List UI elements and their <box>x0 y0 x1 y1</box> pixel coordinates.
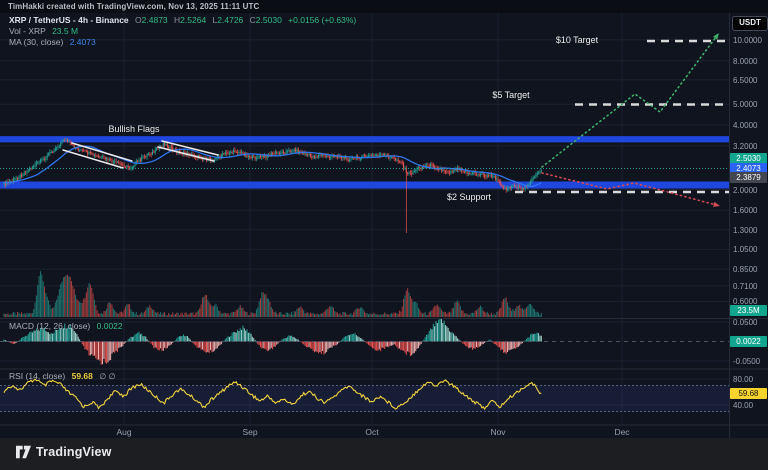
brand-name: TradingView <box>36 445 112 459</box>
rsi-zone <box>0 385 729 412</box>
volume-legend[interactable]: Vol - XRP 23.5 M <box>9 26 78 36</box>
macd-value: 0.0022 <box>96 321 123 331</box>
price-axis-label: 10.0000 <box>733 35 762 45</box>
rsi-legend[interactable]: RSI (14, close) 59.68 ∅ ∅ <box>9 371 115 381</box>
price-axis-label: 6.5000 <box>733 75 758 85</box>
time-axis-label: Aug <box>116 427 132 437</box>
price-axis-label: 1.6000 <box>733 206 758 216</box>
rsi-value: 59.68 <box>71 371 93 381</box>
open-label: O <box>135 15 142 25</box>
tradingview-logo[interactable]: TradingView <box>16 445 112 459</box>
price-axis-label: 4.0000 <box>733 121 758 131</box>
open-value: 2.4873 <box>141 15 168 25</box>
attribution-text: TimHakki created with TradingView.com, N… <box>8 2 260 11</box>
pane-separators <box>0 13 768 438</box>
price-axis-label: 8.0000 <box>733 56 758 66</box>
close-label: C <box>249 15 256 25</box>
ma-label: MA (30, close) <box>9 37 64 47</box>
ma-value: 2.4073 <box>69 37 96 47</box>
time-axis-label: Dec <box>614 427 630 437</box>
time-axis-label: Sep <box>242 427 258 437</box>
price-axis-label: 0.7100 <box>733 281 758 291</box>
change-value: +0.0156 (+0.63%) <box>288 15 357 25</box>
five-target-label[interactable]: $5 Target <box>492 90 530 100</box>
volume-bars <box>3 271 542 317</box>
price-axis-label: 0.8500 <box>733 265 758 275</box>
rsi-hidden-plots-icon: ∅ ∅ <box>99 372 116 381</box>
close-value: 2.5030 <box>255 15 282 25</box>
bearish-projection-line <box>541 172 721 207</box>
footer-bar <box>0 438 768 470</box>
support-resistance-bands <box>0 136 729 189</box>
currency-toggle-button[interactable]: USDT <box>732 16 768 31</box>
volume-label: Vol - XRP <box>9 26 46 36</box>
indicator-axis-label: 40.00 <box>733 401 754 410</box>
price-axis-label: 3.2000 <box>733 141 758 151</box>
ma-legend[interactable]: MA (30, close) 2.4073 <box>9 37 96 47</box>
macd-histogram <box>3 318 542 365</box>
rsi-label: RSI (14, close) <box>9 371 66 381</box>
price-axis-label: 1.0500 <box>733 245 758 255</box>
price-axis-label: 5.0000 <box>733 100 758 110</box>
indicator-axis-label: -0.0500 <box>733 357 761 366</box>
price-axis-label: 2.0000 <box>733 185 758 195</box>
high-label: H <box>174 15 181 25</box>
volume-badge: 23.5M <box>730 305 767 316</box>
low-value: 2.4726 <box>217 15 244 25</box>
bullish-flags-label[interactable]: Bullish Flags <box>108 124 160 134</box>
macd-badge: 0.0022 <box>730 336 767 347</box>
bull-flag-channels <box>62 140 219 169</box>
price-axis-label: 0.6000 <box>733 297 758 307</box>
bearish-projection-line-arrowhead <box>713 201 720 207</box>
prev-close-badge: 2.3879 <box>730 172 767 183</box>
indicator-axis-label: 80.00 <box>733 375 754 384</box>
price-axis-label: 1.3000 <box>733 225 758 235</box>
macd-legend[interactable]: MACD (12, 26, close) 0.0022 <box>9 321 123 331</box>
two-support-label[interactable]: $2 Support <box>446 192 492 202</box>
last-price-badge: 2.5030 <box>730 153 767 164</box>
rsi-badge: 59.68 <box>730 388 767 399</box>
time-axis-label: Nov <box>490 427 506 437</box>
volume-value: 23.5 M <box>52 26 79 36</box>
macd-label: MACD (12, 26, close) <box>9 321 91 331</box>
high-value: 2.5264 <box>180 15 207 25</box>
attribution-bar: TimHakki created with TradingView.com, N… <box>0 0 768 13</box>
bullish-projection-line-arrowhead <box>713 33 719 40</box>
ma-line <box>3 145 542 188</box>
target-level-lines <box>515 39 729 194</box>
low-label: L <box>212 15 218 25</box>
time-axis-label: Oct <box>365 427 379 437</box>
symbol-legend[interactable]: XRP / TetherUS - 4h - Binance O2.4873 H2… <box>9 15 356 25</box>
symbol-title: XRP / TetherUS - 4h - Binance <box>9 15 129 25</box>
ma-price-badge: 2.4073 <box>730 163 767 174</box>
ten-target-label[interactable]: $10 Target <box>555 35 599 45</box>
grid-lines <box>0 13 729 425</box>
indicator-axis-label: 0.0500 <box>733 318 758 327</box>
bullish-projection-line <box>541 32 720 168</box>
tradingview-logo-icon <box>16 445 31 459</box>
rsi-line <box>3 378 542 411</box>
